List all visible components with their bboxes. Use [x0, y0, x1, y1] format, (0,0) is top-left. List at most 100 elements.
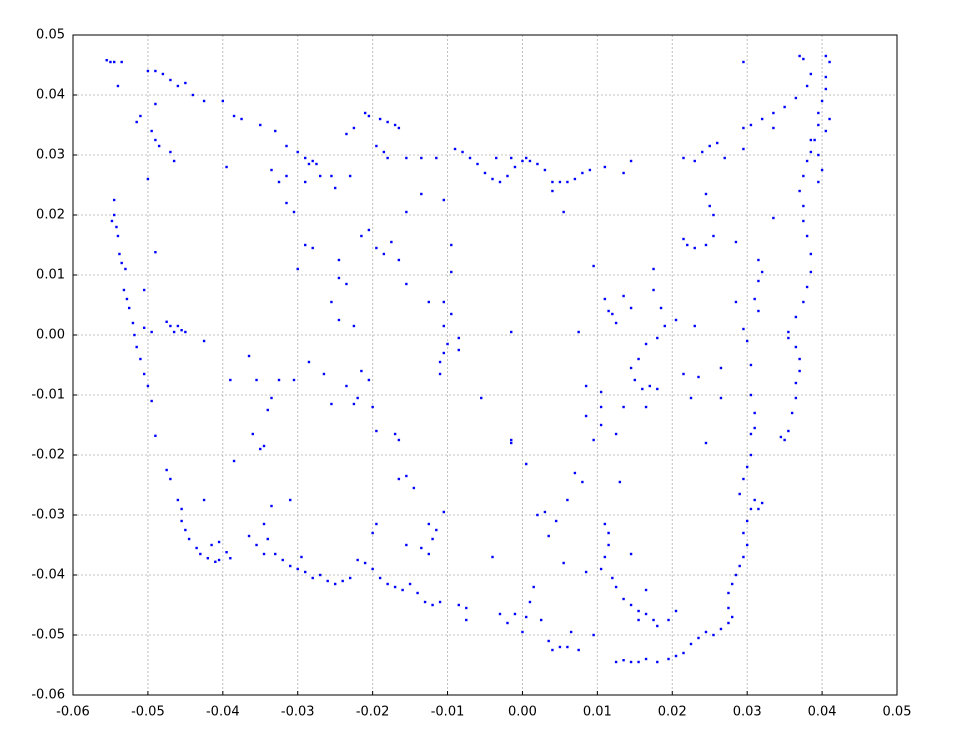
- point: [663, 324, 666, 328]
- point: [465, 618, 468, 622]
- point: [592, 264, 595, 268]
- point: [629, 159, 633, 163]
- point: [154, 434, 157, 437]
- point: [431, 603, 434, 607]
- point: [622, 171, 625, 175]
- point: [150, 330, 153, 334]
- point: [184, 528, 187, 532]
- point: [513, 165, 517, 169]
- point: [289, 564, 292, 568]
- point: [753, 297, 756, 301]
- point: [742, 477, 745, 481]
- point: [738, 564, 741, 568]
- point: [371, 531, 374, 535]
- point: [805, 84, 809, 88]
- point: [285, 174, 288, 178]
- point: [734, 573, 738, 577]
- point: [682, 372, 685, 376]
- point: [757, 309, 760, 313]
- point: [693, 246, 696, 250]
- point: [405, 210, 408, 214]
- x-tick-label: 0.04: [808, 705, 837, 720]
- point: [824, 87, 828, 91]
- point: [352, 402, 356, 406]
- point: [521, 159, 524, 163]
- point: [139, 114, 142, 118]
- point: [122, 288, 126, 292]
- point: [742, 531, 745, 535]
- point: [644, 657, 648, 661]
- point: [674, 318, 678, 322]
- point: [723, 156, 726, 160]
- point: [120, 261, 123, 265]
- point: [180, 519, 183, 523]
- point: [727, 606, 730, 610]
- point: [172, 330, 176, 334]
- point: [772, 126, 775, 130]
- point: [802, 300, 805, 304]
- point: [225, 551, 228, 554]
- point: [442, 198, 445, 202]
- point: [232, 459, 236, 463]
- point: [603, 555, 607, 559]
- point: [442, 351, 445, 355]
- point: [375, 246, 378, 250]
- point: [614, 432, 618, 436]
- point: [360, 369, 363, 373]
- point: [644, 588, 648, 592]
- point: [637, 357, 640, 361]
- point: [745, 465, 749, 469]
- point: [783, 105, 786, 109]
- point: [809, 270, 813, 274]
- point: [468, 156, 472, 160]
- point: [584, 384, 588, 388]
- point: [113, 213, 116, 217]
- point: [757, 258, 760, 262]
- y-tick-label: -0.06: [31, 688, 65, 703]
- point: [146, 69, 150, 73]
- point: [461, 150, 464, 154]
- point: [356, 396, 359, 400]
- point: [510, 441, 513, 445]
- point: [824, 75, 828, 79]
- point: [348, 576, 352, 580]
- point: [397, 477, 401, 481]
- point: [712, 213, 715, 217]
- point: [270, 504, 273, 508]
- point: [172, 159, 176, 163]
- point: [270, 168, 273, 172]
- y-tick-label: 0.04: [36, 88, 65, 103]
- point: [154, 138, 157, 142]
- point: [809, 138, 813, 142]
- point: [457, 603, 460, 607]
- point: [697, 375, 700, 379]
- point: [116, 234, 120, 238]
- point: [569, 630, 573, 634]
- point: [304, 180, 307, 184]
- point: [154, 102, 157, 106]
- point: [689, 642, 693, 646]
- point: [701, 150, 704, 154]
- point: [176, 84, 180, 88]
- point: [397, 438, 401, 442]
- point: [199, 552, 202, 556]
- point: [116, 84, 120, 88]
- point: [113, 198, 116, 202]
- point: [817, 153, 820, 157]
- point: [393, 585, 397, 589]
- point: [210, 543, 213, 547]
- point: [412, 486, 416, 490]
- point: [292, 210, 296, 214]
- point: [169, 78, 172, 82]
- point: [772, 216, 775, 220]
- point: [304, 156, 307, 160]
- point: [420, 156, 423, 160]
- point: [393, 123, 397, 127]
- point: [330, 402, 333, 406]
- point: [345, 384, 348, 388]
- point: [118, 252, 121, 256]
- point: [603, 297, 607, 301]
- point: [592, 633, 595, 637]
- point: [794, 345, 798, 349]
- point: [491, 177, 494, 181]
